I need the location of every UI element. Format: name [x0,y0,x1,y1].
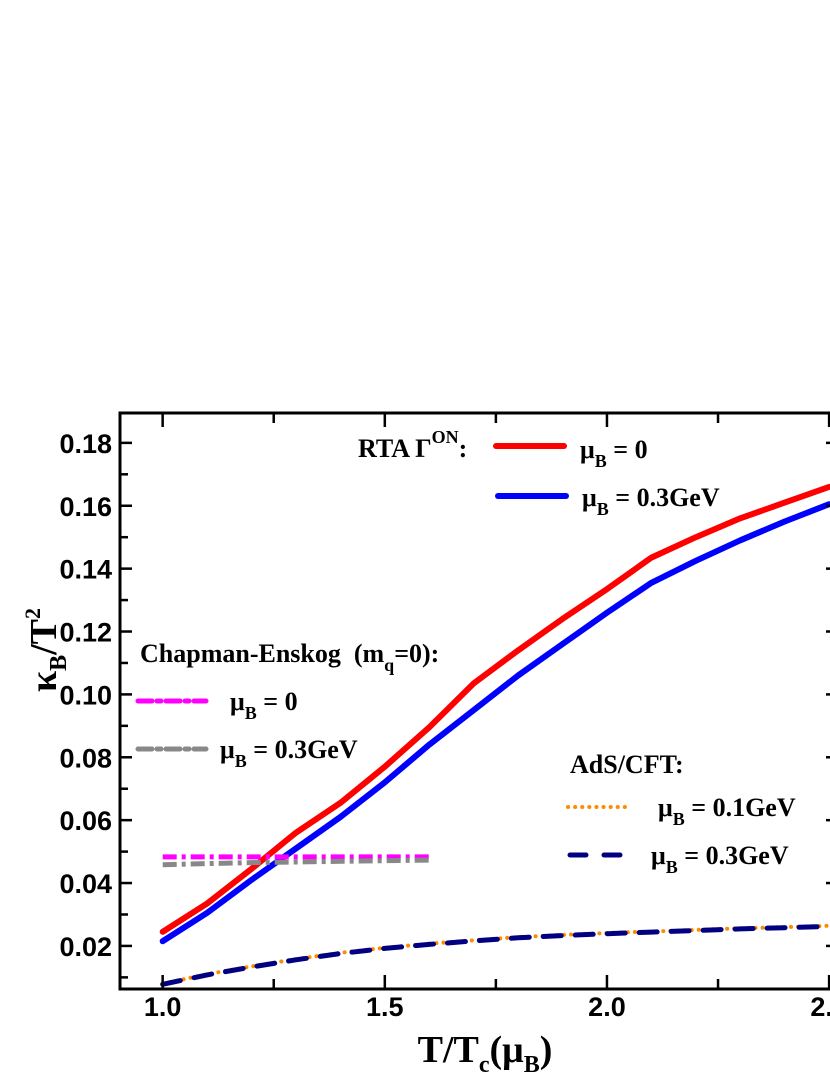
legend-ads-cft: AdS/CFT: μB = 0.1GeV μB = 0.3GeV [566,750,796,877]
legend-label-rta-1: μB = 0.3GeV [582,483,720,519]
series-line-0 [159,483,830,935]
y-tick-label: 0.02 [59,932,112,962]
axes-layer [118,411,830,991]
series-line-1 [159,501,830,945]
series-layer [159,483,830,987]
legend-title-ads-cft: AdS/CFT: [570,750,684,779]
y-axis-label: κB/T2 [20,608,72,692]
y-tick-label: 0.04 [59,869,112,899]
x-tick-label: 1.5 [366,992,404,1022]
x-tick-label: 2.0 [588,992,626,1022]
plot-frame [118,411,830,991]
y-tick-label: 0.12 [59,618,112,648]
series-line-3 [162,857,430,868]
tick-labels: 1.0 1.5 2.0 2.5 0.02 0.04 0.06 0.08 0.10 0.12 0.14… [59,429,830,1022]
legend-title-chapman-enskog: Chapman-Enskog (mq=0): [140,639,439,675]
y-tick-label: 0.16 [59,492,112,522]
legend-label-ads-1: μB = 0.3GeV [651,841,789,877]
legend-label-rta-0: μB = 0 [580,435,648,471]
y-tick-label: 0.10 [59,680,112,710]
y-tick-label: 0.06 [59,806,112,836]
legend-rta: RTA ΓON: μB = 0 μB = 0.3GeV [358,427,720,519]
legend-chapman-enskog: Chapman-Enskog (mq=0): μB = 0 μB = 0.3Ge… [135,639,439,771]
y-tick-label: 0.18 [59,429,112,459]
x-axis-label: T/Tc(μB) [418,1029,553,1075]
legend-title-rta: RTA ΓON: [358,427,467,463]
legend-label-ce-1: μB = 0.3GeV [220,735,358,771]
series-line-5 [160,923,830,987]
series-line-4 [160,923,830,986]
legend-label-ce-0: μB = 0 [230,687,298,723]
legend-label-ads-0: μB = 0.1GeV [658,793,796,829]
x-tick-label: 2.5 [810,992,830,1022]
y-tick-label: 0.08 [59,743,112,773]
y-tick-label: 0.14 [59,555,112,585]
x-tick-label: 1.0 [144,992,182,1022]
